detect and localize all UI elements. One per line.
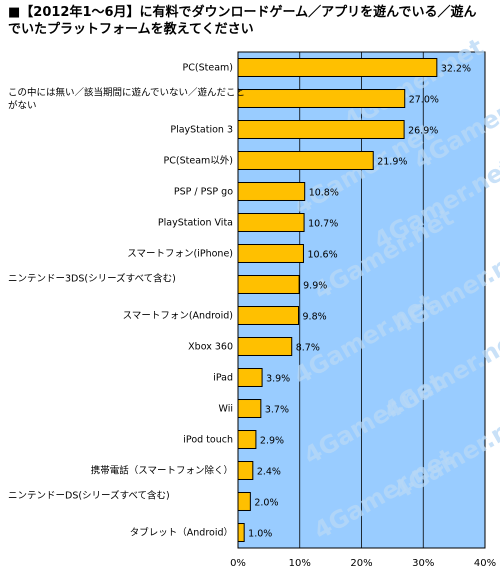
bar — [237, 89, 406, 108]
category-label: この中には無い／該当期間に遊んでいない／遊んだことがない — [8, 87, 245, 112]
value-label: 26.9% — [408, 126, 438, 137]
bar — [237, 430, 257, 449]
bar — [237, 337, 293, 356]
x-tick-label: 30% — [412, 558, 434, 569]
value-label: 10.8% — [309, 188, 339, 199]
category-label: Wii — [219, 404, 233, 415]
category-label: ニンテンドーDS(シリーズすべて含む) — [8, 490, 170, 502]
value-label: 10.6% — [307, 250, 337, 261]
bar — [237, 58, 438, 77]
bar — [237, 182, 306, 201]
category-label: PC(Steam以外) — [164, 155, 233, 167]
value-label: 9.9% — [303, 281, 327, 292]
bar — [237, 461, 254, 480]
category-label: ニンテンドー3DS(シリーズすべて含む) — [8, 273, 176, 285]
value-label: 3.7% — [265, 405, 289, 416]
value-label: 9.8% — [303, 312, 327, 323]
value-labels: 32.2% 27.0% 26.9% 21.9% 10.8% 10.7% 10.6% 9.9% 9… — [248, 64, 471, 540]
value-label: 2.0% — [254, 498, 278, 509]
category-label: タブレット（Android） — [130, 527, 233, 539]
bar — [237, 492, 251, 511]
value-label: 10.7% — [308, 219, 338, 230]
bar — [237, 368, 263, 387]
value-label: 2.9% — [260, 436, 284, 447]
category-label: スマートフォン(iPhone) — [127, 249, 233, 260]
bar — [237, 151, 374, 170]
x-tick-label: 20% — [350, 558, 372, 569]
category-label: スマートフォン(Android) — [123, 311, 233, 322]
bar — [237, 120, 405, 139]
x-tick-label: 10% — [289, 558, 311, 569]
category-labels: PC(Steam) この中には無い／該当期間に遊んでいない／遊んだことがない Pla… — [8, 63, 245, 539]
x-tick-label: 40% — [474, 558, 496, 569]
chart-title: ■【2012年1～6月】に有料でダウンロードゲーム／アプリを遊んでいる／遊んでい… — [8, 5, 477, 37]
category-label: iPad — [213, 373, 233, 384]
x-tick-label: 0% — [230, 558, 246, 569]
bars — [237, 58, 438, 542]
category-label: PlayStation 3 — [170, 125, 233, 136]
bar — [237, 399, 262, 418]
bar — [237, 523, 245, 542]
value-label: 3.9% — [266, 374, 290, 385]
value-label: 2.4% — [257, 467, 281, 478]
category-label: PC(Steam) — [183, 63, 233, 74]
value-label: 27.0% — [409, 95, 439, 106]
category-label: PSP / PSP go — [174, 187, 233, 198]
value-label: 8.7% — [296, 343, 320, 354]
bar — [237, 306, 300, 325]
x-axis-ticks: 0% 10% 20% 30% 40% — [230, 558, 496, 569]
value-label: 32.2% — [441, 64, 471, 75]
bar — [237, 244, 304, 263]
category-label: iPod touch — [183, 435, 233, 446]
value-label: 21.9% — [377, 157, 407, 168]
value-label: 1.0% — [248, 529, 272, 540]
bar — [237, 213, 305, 232]
category-label: Xbox 360 — [188, 342, 233, 353]
bar — [237, 275, 300, 294]
category-label: 携帯電話（スマートフォン除く） — [91, 465, 233, 477]
category-label: PlayStation Vita — [158, 218, 233, 229]
